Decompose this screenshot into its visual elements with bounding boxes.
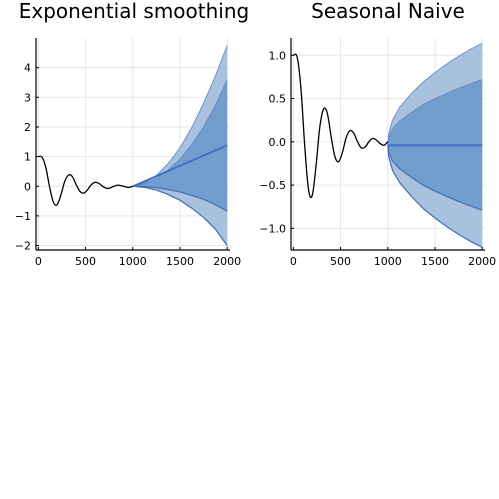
x-tick-label: 1000: [374, 255, 402, 268]
band-lower-edge-inner: [132, 185, 228, 212]
x-tick-label: 500: [330, 255, 351, 268]
x-tick-label: 1500: [421, 255, 449, 268]
x-tick-label: 500: [75, 255, 96, 268]
y-tick-label: −2: [15, 240, 31, 253]
y-tick-label: −0.5: [259, 179, 286, 192]
chart-title-seasonal-naive: Seasonal Naive: [311, 0, 465, 23]
y-tick-label: 1.0: [269, 49, 287, 62]
y-tick-label: 3: [24, 91, 31, 104]
x-tick-label: 0: [35, 255, 42, 268]
panel-seasonal-naive: 0 500 1000 1500 2000 −1.0 −0.5 0.0 0.5 1.0 Seasona…: [259, 0, 496, 268]
band-upper-edge-inner: [387, 79, 483, 146]
x-tick-label: 2000: [468, 255, 496, 268]
y-tick-label: −1: [15, 210, 31, 223]
x-tick-label: 0: [290, 255, 297, 268]
panel-exponential-smoothing: 0 500 1000 1500 2000 −2 −1 0 1 2 3 4 Exponential smo…: [15, 0, 249, 268]
y-tick-label: 0: [24, 180, 31, 193]
y-tick-label: 4: [24, 62, 31, 75]
series-line-forecast: [132, 144, 228, 188]
x-tick-label: 1000: [119, 255, 147, 268]
band-upper-edge-inner: [132, 79, 228, 187]
y-tick-label: 0.5: [269, 93, 287, 106]
band-lower-edge-inner: [387, 145, 483, 211]
band-upper-edge-outer: [387, 42, 483, 146]
series-line-history: [292, 53, 389, 199]
x-tick-label: 2000: [213, 255, 241, 268]
series-line-history: [38, 155, 133, 206]
x-tick-label: 1500: [166, 255, 194, 268]
y-tick-label: −1.0: [259, 222, 286, 235]
chart-title-exponential-smoothing: Exponential smoothing: [19, 0, 249, 23]
y-tick-label: 2: [24, 121, 31, 134]
y-tick-label: 1: [24, 151, 31, 164]
band-lower-edge-outer: [132, 185, 228, 246]
y-tick-label: 0.0: [269, 136, 287, 149]
band-lower-edge-outer: [387, 145, 483, 248]
